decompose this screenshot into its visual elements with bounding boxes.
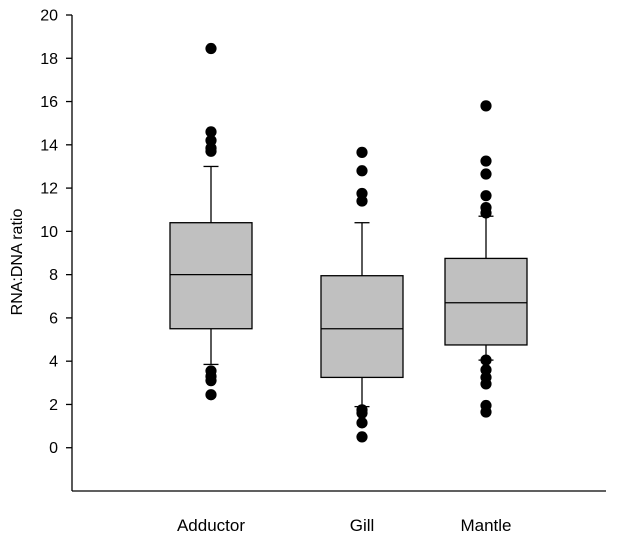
- outlier-point: [480, 354, 492, 366]
- outlier-point: [480, 364, 492, 376]
- outlier-point: [480, 190, 492, 202]
- outlier-point: [205, 42, 217, 55]
- outlier-point: [480, 100, 492, 112]
- box-group-adductor: [169, 42, 253, 401]
- box-group-mantle: [444, 100, 528, 418]
- x-axis-category-labels: Adductor Gill Mantle: [177, 516, 512, 535]
- y-tick-label: 6: [49, 310, 58, 327]
- outlier-point: [480, 155, 492, 167]
- outlier-point: [356, 417, 368, 429]
- outlier-point: [205, 389, 217, 401]
- y-tick-label: 2: [49, 397, 58, 414]
- y-axis-title: RNA:DNA ratio: [9, 209, 26, 316]
- outlier-point: [356, 431, 368, 443]
- outlier-point: [356, 404, 368, 416]
- y-tick-label: 4: [49, 354, 58, 371]
- outlier-point: [356, 146, 368, 158]
- y-tick-label: 0: [49, 440, 58, 457]
- box-group-gill: [320, 146, 404, 443]
- outlier-point: [205, 134, 217, 147]
- iqr-box: [444, 257, 528, 346]
- x-category-label: Adductor: [177, 516, 245, 535]
- outlier-point: [480, 168, 492, 180]
- outlier-point: [356, 165, 368, 177]
- iqr-box: [320, 275, 404, 379]
- outlier-point: [205, 365, 217, 377]
- iqr-box: [169, 222, 253, 330]
- y-tick-label: 12: [40, 181, 58, 198]
- axes: [71, 15, 606, 492]
- y-tick-label: 14: [40, 137, 58, 154]
- y-tick-label: 18: [40, 51, 58, 68]
- plot-area: [169, 42, 528, 443]
- x-category-label: Gill: [350, 516, 375, 535]
- outlier-point: [480, 399, 492, 412]
- y-tick-label: 8: [49, 267, 58, 284]
- y-tick-label: 16: [40, 94, 58, 111]
- y-tick-label: 20: [40, 8, 58, 25]
- outlier-point: [480, 201, 492, 214]
- y-tick-label: 10: [40, 224, 58, 241]
- y-axis-ticks: 0 2 4 6 8 10 12 14 16 18 20: [40, 8, 72, 457]
- outlier-point: [205, 126, 217, 138]
- x-category-label: Mantle: [460, 516, 511, 535]
- outlier-point: [356, 187, 368, 200]
